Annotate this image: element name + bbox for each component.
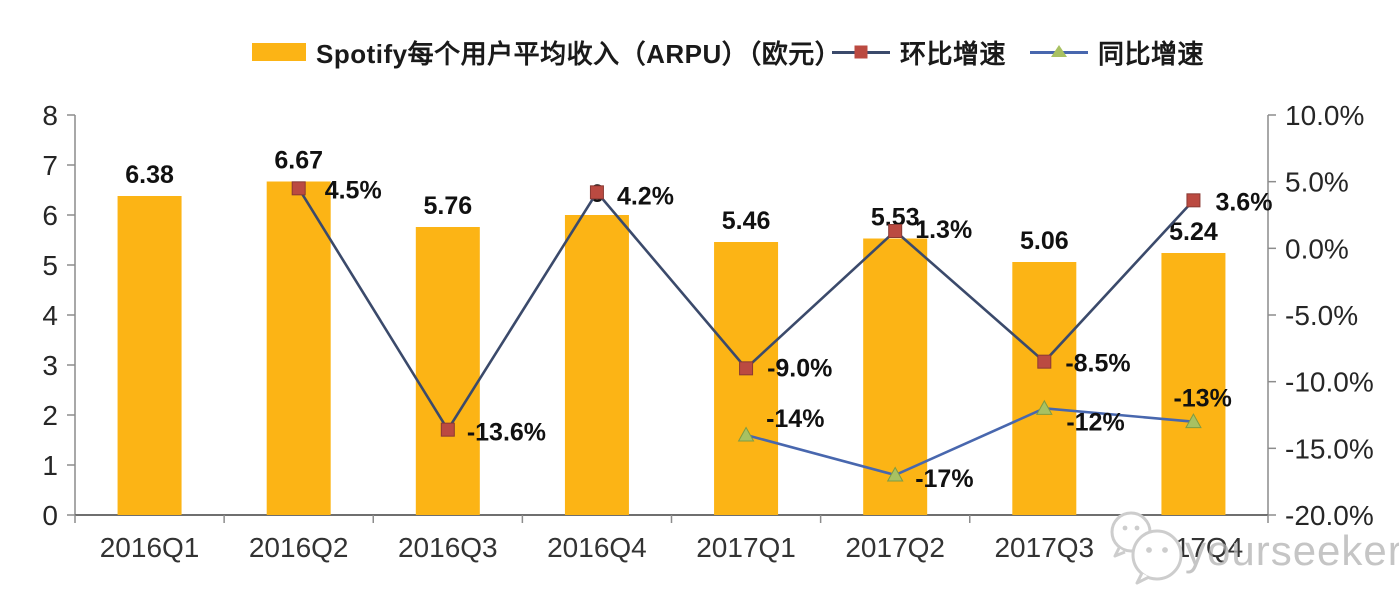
x-axis-category-label: 2017Q3	[994, 532, 1094, 563]
right-axis-tick-label: -5.0%	[1285, 300, 1358, 331]
bar-value-label: 5.76	[423, 192, 472, 220]
point-value-label: 4.2%	[617, 182, 674, 210]
point-value-label: -13%	[1173, 385, 1231, 413]
legend-item-qoq-growth: 环比增速	[832, 38, 1006, 69]
point-value-label: -8.5%	[1065, 350, 1130, 378]
left-axis-tick-label: 2	[42, 400, 58, 431]
point-value-label: -9.0%	[767, 354, 832, 382]
left-axis-tick-label: 0	[42, 500, 58, 531]
bar-value-label: 6.38	[125, 161, 174, 189]
left-axis-tick-label: 8	[42, 100, 58, 131]
left-axis-tick-label: 7	[42, 150, 58, 181]
point-value-label: 1.3%	[915, 216, 972, 244]
point-value-label: 3.6%	[1215, 188, 1272, 216]
triangle-marker-icon	[1051, 45, 1067, 58]
left-axis-tick-label: 1	[42, 450, 58, 481]
triangle-marker-icon	[1035, 399, 1053, 415]
point-value-label: 4.5%	[325, 176, 382, 204]
x-axis-category-label: 2016Q2	[249, 532, 349, 563]
triangle-marker-icon	[1185, 413, 1202, 429]
legend-label-qoq: 环比增速	[900, 38, 1007, 69]
right-axis-tick-label: -10.0%	[1285, 367, 1374, 398]
square-marker-icon	[888, 224, 903, 238]
left-axis-tick-label: 5	[42, 250, 58, 281]
point-value-label: -13.6%	[467, 419, 546, 447]
left-axis-tick-label: 6	[42, 200, 58, 231]
left-axis-tick-label: 4	[42, 300, 58, 331]
right-axis-tick-label: -15.0%	[1285, 433, 1374, 464]
x-axis-category-label: 2016Q1	[100, 532, 200, 563]
line-square-swatch-icon	[832, 45, 890, 59]
arpu-bar	[1161, 253, 1226, 515]
right-axis-tick-label: 5.0%	[1285, 167, 1349, 198]
bar-swatch-icon	[252, 43, 306, 61]
x-axis-category-label: 2017Q2	[845, 532, 945, 563]
legend-label-yoy: 同比增速	[1098, 38, 1205, 69]
square-marker-icon	[739, 361, 754, 376]
square-marker-icon	[291, 181, 306, 196]
line-triangle-swatch-icon	[1030, 45, 1088, 58]
arpu-bar	[117, 196, 182, 515]
arpu-bar	[266, 181, 331, 515]
point-value-label: -17%	[915, 465, 973, 493]
square-marker-icon	[589, 185, 604, 200]
triangle-marker-icon	[886, 466, 904, 482]
left-axis-tick-label: 3	[42, 350, 58, 381]
right-axis-tick-label: 0.0%	[1285, 233, 1349, 264]
point-value-label: -14%	[766, 405, 824, 433]
x-axis-category-label: 2017Q4	[1144, 532, 1244, 563]
legend-label-arpu: Spotify每个用户平均收入（ARPU）（欧元）	[316, 38, 842, 69]
x-axis-category-label: 2017Q1	[696, 532, 796, 563]
right-axis-tick-label: 10.0%	[1285, 100, 1364, 131]
arpu-bar	[415, 227, 480, 515]
arpu-bar	[564, 215, 629, 515]
square-marker-icon	[1186, 193, 1201, 208]
bar-value-label: 6.67	[274, 147, 323, 175]
x-axis-category-label: 2016Q3	[398, 532, 498, 563]
arpu-bar	[1012, 262, 1077, 515]
bar-value-label: 5.24	[1169, 218, 1218, 246]
point-value-label: -12%	[1066, 408, 1124, 436]
bar-value-label: 5.46	[722, 207, 771, 235]
x-axis-category-label: 2016Q4	[547, 532, 647, 563]
triangle-marker-icon	[737, 426, 755, 442]
square-marker-icon	[1037, 354, 1052, 369]
bar-value-label: 5.06	[1020, 227, 1069, 255]
growth-line-yoy	[745, 407, 1194, 477]
square-marker-icon	[854, 45, 868, 59]
right-axis-tick-label: -20.0%	[1285, 500, 1374, 531]
legend-item-arpu: Spotify每个用户平均收入（ARPU）（欧元）	[252, 38, 841, 69]
arpu-bar	[714, 242, 779, 515]
square-marker-icon	[440, 422, 455, 437]
legend-item-yoy-growth: 同比增速	[1030, 38, 1204, 69]
